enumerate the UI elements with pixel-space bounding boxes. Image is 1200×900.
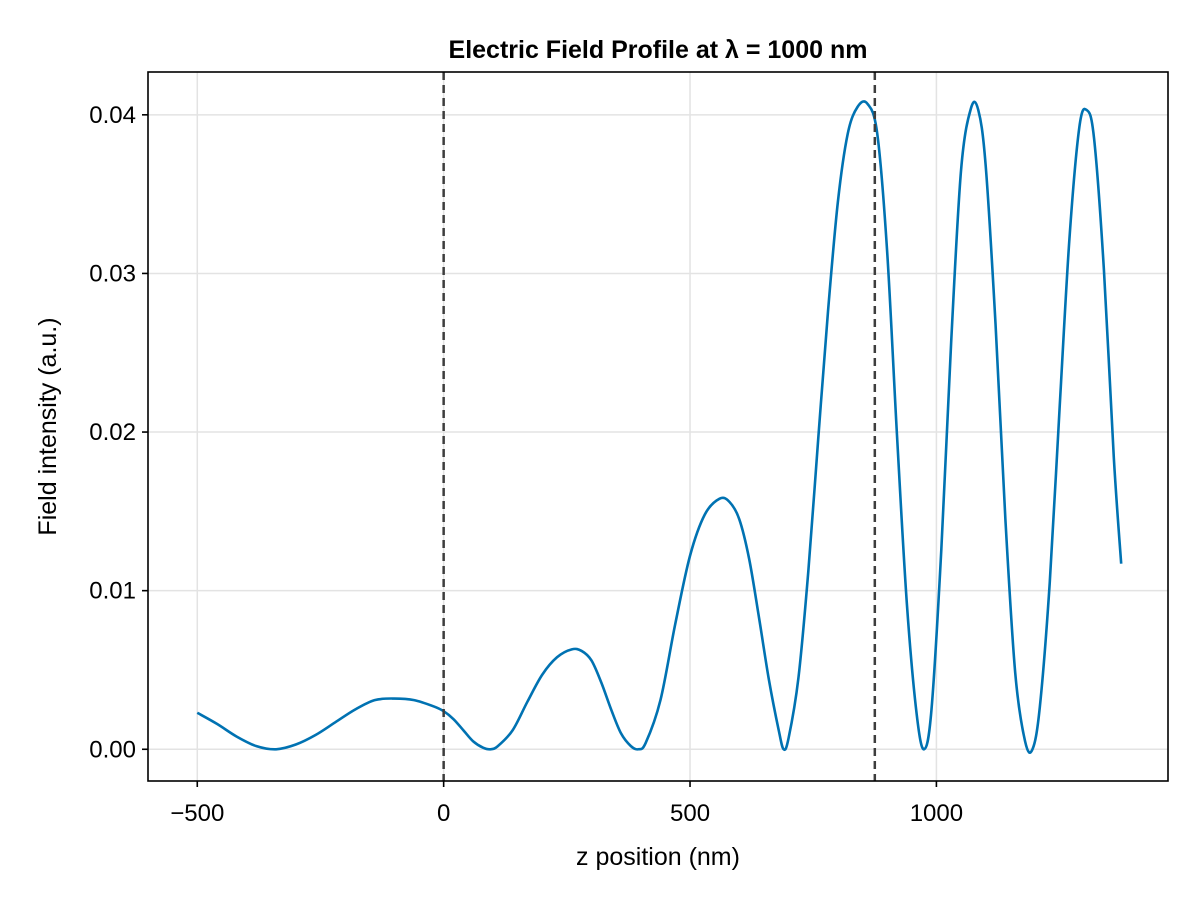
y-tick-label: 0.01: [89, 578, 136, 605]
y-tick-label: 0.03: [89, 260, 136, 287]
x-tick-label: 0: [437, 800, 450, 827]
x-tick-label: 500: [670, 800, 710, 827]
series-layer: [196, 100, 1123, 754]
y-tick-label: 0.04: [89, 102, 136, 129]
x-tick-label: −500: [170, 800, 224, 827]
plot-frame: [147, 71, 1169, 782]
reference-lines: [442, 72, 877, 781]
axis-ticks: −500 0 500 1000 0.00 0.01 0.02 0.03 0.04: [89, 102, 963, 827]
x-tick-label: 1000: [910, 800, 963, 827]
field-intensity-line: [196, 100, 1123, 754]
y-tick-label: 0.02: [89, 419, 136, 446]
y-tick-label: 0.00: [89, 736, 136, 763]
chart-title: Electric Field Profile at λ = 1000 nm: [449, 36, 868, 64]
x-axis-label: z position (nm): [576, 843, 740, 871]
y-axis-label: Field intensity (a.u.): [34, 317, 62, 535]
